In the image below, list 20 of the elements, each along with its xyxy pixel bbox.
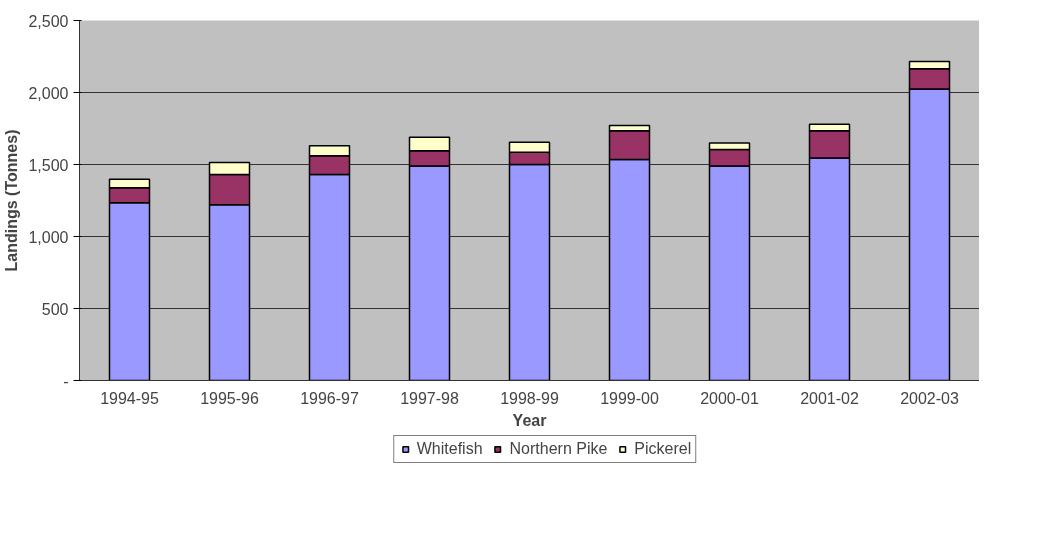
legend-label: Northern Pike (509, 440, 608, 458)
x-tick-label: 1996-97 (300, 389, 359, 407)
x-tick-label: 2001-02 (800, 389, 859, 407)
legend-label: Whitefish (416, 440, 483, 458)
y-tick-label: 500 (41, 300, 69, 318)
x-tick-label: 1994-95 (100, 389, 159, 407)
legend-label: Pickerel (634, 440, 692, 458)
y-tick-label: 1,500 (28, 156, 69, 174)
x-tick-label: 1999-00 (600, 389, 659, 407)
x-tick-label: 1998-99 (500, 389, 559, 407)
y-tick-label: 2,000 (28, 84, 69, 102)
x-tick-label: 2000-01 (700, 389, 759, 407)
y-tick-label: 2,500 (28, 12, 69, 30)
x-tick-label: 1995-96 (200, 389, 259, 407)
x-axis-title: Year (512, 411, 547, 429)
y-tick-label: 1,000 (28, 228, 69, 246)
y-axis-title: Landings (Tonnes) (3, 129, 21, 272)
x-tick-label: 1997-98 (400, 389, 459, 407)
x-tick-label: 2002-03 (900, 389, 959, 407)
y-tick-label: - (63, 372, 69, 390)
